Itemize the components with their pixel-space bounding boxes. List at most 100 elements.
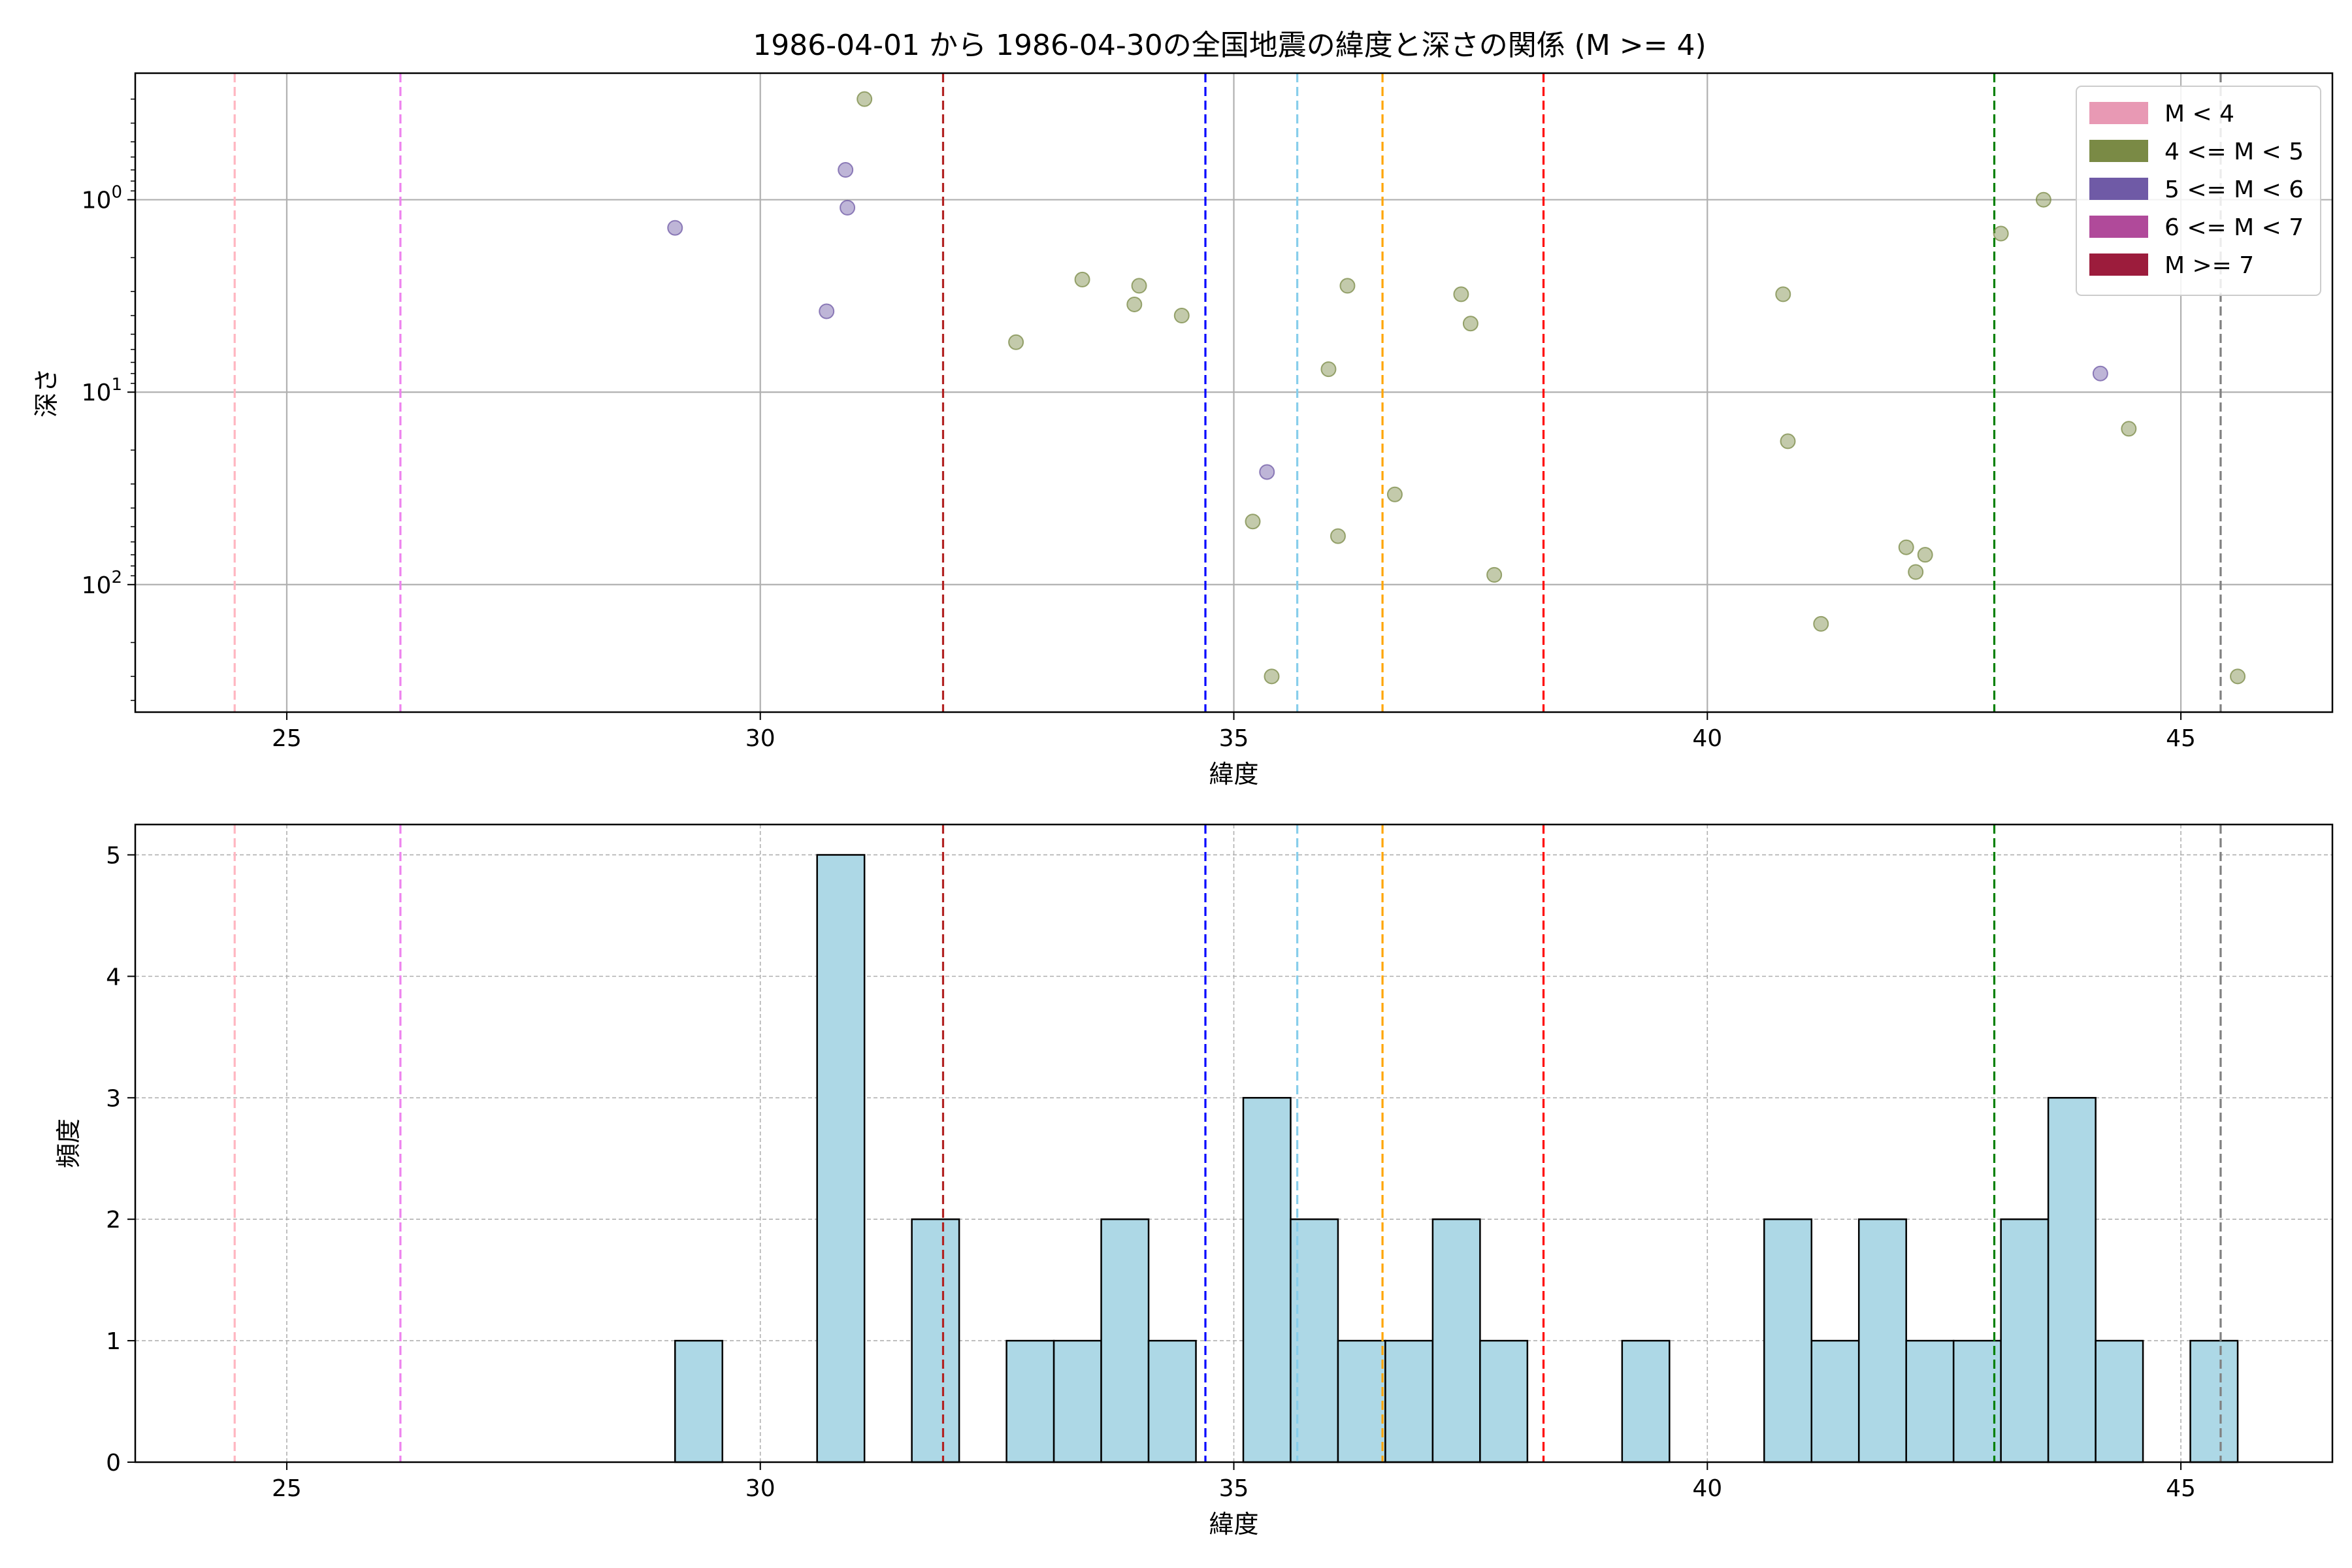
scatter-point — [1908, 564, 1924, 580]
scatter-point — [1330, 528, 1346, 544]
scatter-point — [1074, 271, 1090, 287]
scatter-point — [1131, 278, 1147, 294]
scatter-point — [840, 199, 856, 216]
histogram-y-tick-label: 5 — [106, 842, 121, 869]
histogram-y-tick-label: 4 — [106, 964, 121, 990]
scatter-point — [667, 220, 683, 236]
scatter-point — [1173, 308, 1190, 324]
histogram-x-tick-label: 35 — [1219, 1475, 1249, 1502]
histogram-bar — [1763, 1218, 1812, 1463]
histogram-bar — [1431, 1218, 1481, 1463]
histogram-bar — [816, 854, 866, 1463]
scatter-point — [1917, 547, 1933, 563]
legend-label: 4 <= M < 5 — [2164, 139, 2304, 165]
legend-label: M < 4 — [2164, 101, 2234, 127]
histogram-x-axis-label: 緯度 — [1209, 1510, 1258, 1539]
scatter-point — [838, 162, 854, 178]
scatter-point — [1462, 316, 1478, 332]
legend-swatch — [2089, 178, 2148, 200]
scatter-ticks: 25 30 35 40 45 100 101 102 — [82, 98, 2196, 752]
scatter-point — [1126, 296, 1143, 312]
scatter-y-tick-label: 101 — [82, 375, 122, 406]
histogram-bar — [1952, 1339, 2002, 1463]
histogram-bar — [1242, 1097, 1292, 1463]
scatter-point — [1008, 334, 1024, 350]
legend-label: M >= 7 — [2164, 252, 2254, 279]
histogram-bar — [1479, 1339, 1529, 1463]
scatter-point — [819, 303, 835, 319]
scatter-point — [1775, 286, 1791, 302]
scatter-point — [2092, 365, 2108, 382]
histogram-y-tick-label: 3 — [106, 1085, 121, 1112]
scatter-x-axis-label: 緯度 — [1209, 760, 1258, 789]
scatter-point — [1339, 278, 1356, 294]
scatter-point — [1993, 225, 2009, 242]
scatter-point — [1780, 433, 1796, 449]
histogram-bar — [1810, 1339, 1860, 1463]
scatter-point — [2035, 191, 2051, 208]
scatter-point — [1486, 566, 1503, 583]
histogram-x-tick-label: 25 — [272, 1475, 302, 1502]
histogram-bar — [2000, 1218, 2050, 1463]
histogram-y-axis-label: 頻度 — [54, 1119, 83, 1168]
histogram-bar — [2047, 1097, 2097, 1463]
histogram-x-tick-label: 45 — [2166, 1475, 2196, 1502]
scatter-point — [1813, 615, 1829, 632]
scatter-y-tick-label: 100 — [82, 183, 122, 214]
figure-title: 1986-04-01 から 1986-04-30の全国地震の緯度と深さの関係 (… — [753, 29, 1706, 62]
scatter-plot-frame — [134, 72, 2334, 713]
histogram-bar — [674, 1339, 723, 1463]
histogram-y-tick-label: 1 — [106, 1328, 121, 1355]
scatter-point — [1259, 464, 1275, 480]
scatter-panel: 25 30 35 40 45 100 101 102 緯度 深さ M < 4 4 <= M < … — [32, 72, 2334, 789]
legend-swatch — [2089, 102, 2148, 124]
histogram-bar — [1147, 1339, 1197, 1463]
scatter-point — [2121, 421, 2137, 437]
histogram-bar — [2189, 1339, 2239, 1463]
histogram-y-tick-label: 0 — [106, 1450, 121, 1477]
legend-label: 6 <= M < 7 — [2164, 214, 2304, 241]
histogram-bar — [1005, 1339, 1055, 1463]
scatter-point — [2230, 668, 2246, 685]
legend-swatch — [2089, 140, 2148, 162]
scatter-x-tick-label: 45 — [2166, 725, 2196, 752]
scatter-grid — [135, 73, 2332, 712]
scatter-point — [857, 91, 873, 107]
scatter-y-axis-label: 深さ — [32, 368, 61, 417]
scatter-point — [1264, 668, 1280, 685]
histogram-reference-lines — [233, 825, 2222, 1462]
scatter-point — [1386, 486, 1403, 502]
histogram-bar — [911, 1218, 960, 1463]
histogram-bar — [1905, 1339, 1955, 1463]
scatter-point — [1245, 514, 1261, 530]
histogram-bar — [2095, 1339, 2144, 1463]
histogram-x-tick-label: 40 — [1692, 1475, 1722, 1502]
scatter-point — [1898, 539, 1914, 555]
scatter-x-tick-label: 30 — [745, 725, 776, 752]
scatter-points — [667, 91, 2246, 685]
scatter-x-tick-label: 35 — [1219, 725, 1249, 752]
legend-box — [2076, 86, 2321, 296]
histogram-plot-frame — [134, 823, 2334, 1463]
histogram-bar — [1290, 1218, 1339, 1463]
histogram-bar — [1857, 1218, 1907, 1463]
histogram-y-tick-label: 2 — [106, 1207, 121, 1233]
scatter-y-tick-label: 102 — [82, 568, 122, 599]
legend-label: 5 <= M < 6 — [2164, 176, 2304, 203]
histogram-bar — [1337, 1339, 1386, 1463]
legend: M < 4 4 <= M < 5 5 <= M < 6 6 <= M < 7 M >= … — [2076, 86, 2321, 296]
legend-swatch — [2089, 253, 2148, 276]
histogram-bar — [1384, 1339, 1434, 1463]
histogram-bar — [1053, 1339, 1102, 1463]
legend-swatch — [2089, 216, 2148, 238]
histogram-bars — [674, 854, 2239, 1463]
scatter-point — [1320, 361, 1337, 378]
scatter-x-tick-label: 25 — [272, 725, 302, 752]
scatter-reference-lines — [233, 73, 2222, 712]
scatter-point — [1453, 286, 1469, 302]
histogram-bar — [1621, 1339, 1671, 1463]
scatter-x-tick-label: 40 — [1692, 725, 1722, 752]
